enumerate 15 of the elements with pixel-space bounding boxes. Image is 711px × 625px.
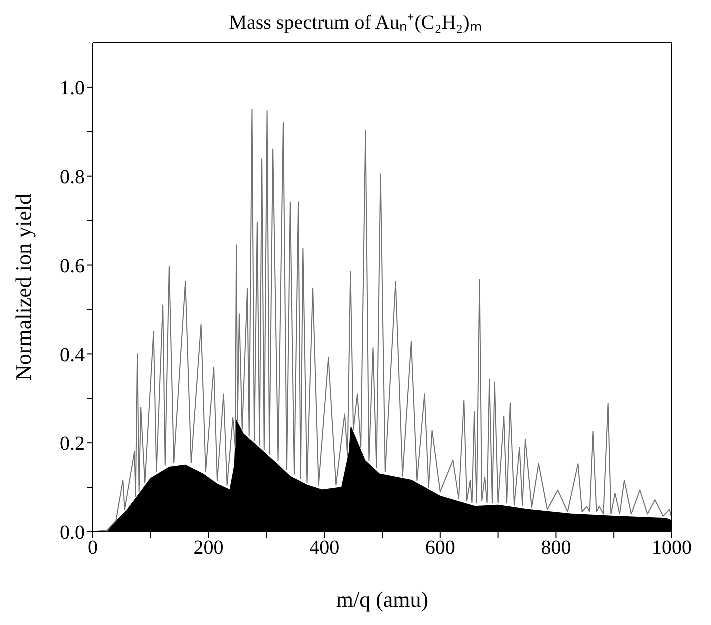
y-tick-label: 0.0 — [60, 522, 85, 544]
x-tick-label: 200 — [194, 537, 224, 560]
x-tick-label: 800 — [541, 537, 572, 560]
y-tick-label: 0.2 — [60, 433, 85, 456]
chart-title: Mass spectrum of Auₙ⁺(C₂H₂)ₘ — [228, 11, 483, 36]
y-tick-label: 0.4 — [60, 344, 85, 366]
x-axis-title: m/q (amu) — [336, 587, 429, 612]
x-tick-label: 600 — [425, 537, 456, 560]
y-tick-label: 0.8 — [60, 166, 85, 188]
y-tick-label: 1.0 — [60, 78, 85, 100]
x-tick-label: 1000 — [652, 537, 692, 560]
x-tick-label: 0 — [88, 537, 98, 560]
y-axis-title: Normalized ion yield — [10, 194, 36, 381]
y-tick-label: 0.6 — [60, 255, 85, 278]
x-tick-label: 400 — [310, 537, 340, 560]
